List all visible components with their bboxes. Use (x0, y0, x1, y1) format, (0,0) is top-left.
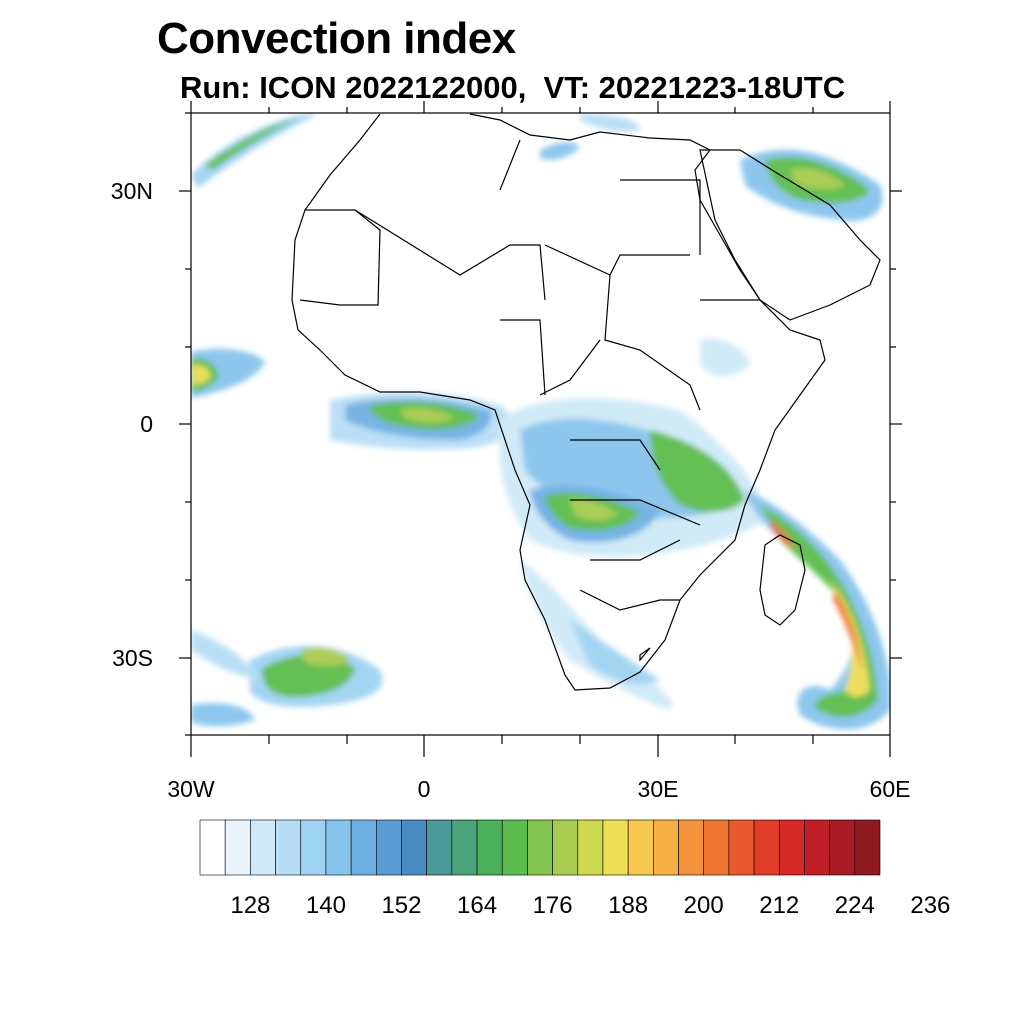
colorbar-tick-label: 152 (381, 892, 421, 919)
colorbar-swatch (829, 819, 856, 876)
colorbar-swatch (501, 819, 528, 876)
colorbar-swatch (753, 819, 780, 876)
lon-label-0: 0 (418, 776, 431, 802)
colorbar-labels: 128 140 152 164 176 188 200 212 224 236 (230, 892, 950, 919)
axis-ticks (179, 101, 902, 757)
colorbar-tick-label: 128 (230, 892, 270, 919)
colorbar-tick-label: 176 (533, 892, 573, 919)
convection-field (191, 114, 890, 730)
colorbar-swatch (602, 819, 629, 876)
colorbar-swatch (375, 819, 402, 876)
coastline-outlines (291, 113, 881, 691)
colorbar-swatch (401, 819, 427, 876)
colorbar-swatch (199, 819, 226, 876)
colorbar-tick-label: 236 (910, 892, 950, 919)
colorbar-swatch (275, 819, 302, 876)
lat-label-0: 0 (140, 411, 153, 437)
colorbar-tick-label: 200 (684, 892, 724, 919)
colorbar-swatch (476, 819, 503, 876)
colorbar-tick-label: 164 (457, 892, 497, 919)
colorbar-tick-label: 224 (835, 892, 875, 919)
colorbar-swatch (224, 819, 251, 876)
colorbar-swatch (703, 819, 730, 876)
colorbar-swatch (451, 819, 478, 876)
colorbar-swatch (552, 819, 579, 876)
colorbar-swatch (678, 819, 705, 876)
map-subtitle: Run: ICON 2022122000, VT: 20221223-18UTC (180, 70, 846, 105)
lat-label-30s: 30S (112, 645, 153, 671)
colorbar-tick-label: 188 (608, 892, 648, 919)
colorbar-swatch (854, 819, 881, 876)
colorbar-tick-label: 140 (306, 892, 346, 919)
lon-label-30e: 30E (638, 776, 679, 802)
colorbar-swatch (577, 819, 604, 876)
colorbar-swatch (627, 819, 654, 876)
colorbar-swatch (426, 819, 453, 876)
colorbar-swatch (300, 819, 327, 876)
colorbar-swatch (728, 819, 755, 876)
colorbar-swatch (350, 819, 377, 876)
lat-label-30n: 30N (111, 178, 153, 204)
colorbar-swatch (653, 819, 679, 876)
colorbar (199, 819, 881, 876)
colorbar-swatch (250, 819, 276, 876)
colorbar-swatch (804, 819, 830, 876)
lon-label-30w: 30W (167, 776, 215, 802)
map-title: Convection index (157, 14, 516, 63)
colorbar-swatch (527, 819, 553, 876)
lon-label-60e: 60E (870, 776, 911, 802)
colorbar-swatch (778, 819, 805, 876)
colorbar-swatch (325, 819, 352, 876)
colorbar-tick-label: 212 (759, 892, 799, 919)
